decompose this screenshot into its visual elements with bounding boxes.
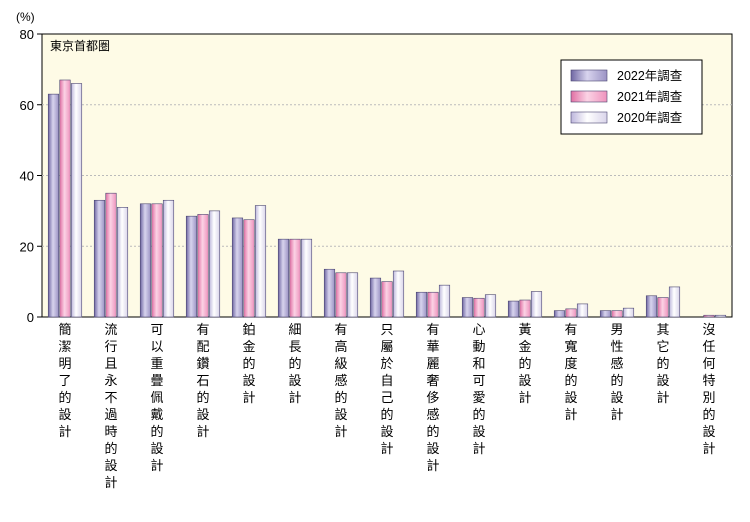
category-label: 細長的設計: [288, 323, 301, 406]
bar-3: [392, 270, 405, 318]
category-label: 只屬於自己的設計: [380, 323, 393, 457]
bar-2: [197, 214, 209, 318]
bar-3: [70, 83, 83, 318]
legend-swatch: [570, 69, 608, 82]
bar-1: [139, 203, 152, 318]
bar-2: [611, 310, 623, 318]
bar-1: [645, 295, 658, 318]
bars: [47, 79, 727, 318]
bar-1: [93, 199, 106, 318]
category-label: 簡潔明了的設計: [58, 323, 71, 440]
y-tick-label: 40: [20, 169, 34, 184]
bar-3: [162, 199, 175, 318]
legend-swatch: [570, 90, 608, 103]
bar-1: [369, 277, 382, 318]
gridlines: [42, 104, 732, 247]
bar-2: [105, 192, 117, 318]
bar-3: [668, 286, 681, 318]
bar-2: [151, 203, 163, 318]
bar-2: [473, 297, 485, 318]
bar-1: [231, 217, 244, 318]
bar-1: [553, 310, 566, 318]
bar-3: [300, 238, 313, 318]
bar-2: [335, 272, 347, 318]
bar-1: [507, 300, 520, 318]
bar-3: [714, 314, 727, 318]
y-tick-label: 0: [27, 310, 34, 325]
bar-2: [381, 281, 393, 318]
bar-3: [346, 272, 359, 318]
category-label: 男性感的設計: [610, 323, 623, 423]
bar-3: [254, 205, 267, 318]
category-label: 有配鑽石的設計: [196, 323, 209, 440]
category-label: 其它的設計: [656, 323, 669, 406]
unit-label: (%): [16, 10, 35, 24]
bar-2: [565, 308, 577, 318]
category-label: 黃金的設計: [518, 323, 531, 406]
category-label: 有高級感的設計: [334, 323, 347, 440]
bar-1: [415, 291, 428, 318]
bar-1: [277, 238, 290, 318]
bar-3: [438, 284, 451, 318]
bar-2: [657, 297, 669, 318]
bar-2: [703, 314, 715, 318]
bar-3: [622, 307, 635, 318]
category-label: 鉑金的設計: [242, 323, 255, 406]
bar-2: [59, 79, 71, 318]
y-axis: 0 20 40 60 80: [20, 27, 42, 325]
bar-1: [461, 297, 474, 318]
bar-3: [576, 303, 589, 318]
y-tick-label: 60: [20, 98, 34, 113]
bar-3: [484, 294, 497, 318]
bar-2: [427, 291, 439, 318]
legend-swatch: [570, 111, 608, 124]
bar-1: [599, 310, 612, 318]
category-label: 流行且永不過時的設計: [104, 323, 117, 491]
category-label: 心動和可愛的設計: [472, 323, 485, 457]
category-label: 有華麗奢侈感的設計: [426, 323, 439, 474]
y-tick-label: 20: [20, 239, 34, 254]
legend-label: 2022年調查: [617, 69, 683, 83]
bar-2: [519, 299, 531, 318]
bar-2: [289, 238, 301, 318]
y-tick-label: 80: [20, 27, 34, 42]
legend: 2022年調查 2021年調查 2020年調查: [560, 59, 703, 135]
legend-label: 2020年調查: [617, 111, 683, 125]
bar-1: [323, 268, 336, 318]
x-axis-labels: 簡潔明了的設計 流行且永不過時的設計 可以重疊佩戴的設計 有配鑽石的設計 鉑金的設計 細長…: [58, 323, 715, 491]
bar-1: [47, 93, 60, 318]
bar-3: [116, 207, 129, 318]
category-label: 沒任何特別的設計: [702, 323, 715, 457]
bar-1: [185, 215, 198, 318]
region-label: 東京首都圏: [50, 39, 110, 53]
category-label: 有寬度的設計: [564, 323, 577, 423]
bar-2: [243, 219, 255, 318]
legend-label: 2021年調查: [617, 90, 683, 104]
bar-3: [530, 291, 543, 318]
category-label: 可以重疊佩戴的設計: [150, 323, 163, 474]
bar-3: [208, 210, 221, 318]
